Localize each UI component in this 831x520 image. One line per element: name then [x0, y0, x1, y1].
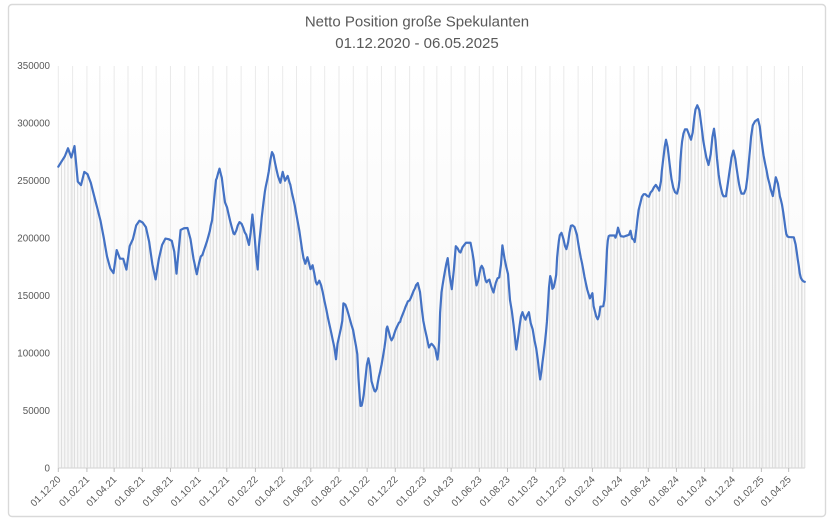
svg-text:100000: 100000	[17, 348, 50, 359]
svg-text:350000: 350000	[17, 61, 50, 72]
svg-text:50000: 50000	[23, 406, 51, 417]
svg-text:0: 0	[45, 463, 51, 474]
svg-text:Netto Position große Spekulant: Netto Position große Spekulanten	[305, 14, 529, 31]
svg-text:250000: 250000	[17, 176, 50, 187]
svg-text:200000: 200000	[17, 233, 50, 244]
svg-text:300000: 300000	[17, 118, 50, 129]
svg-text:01.12.2020 - 06.05.2025: 01.12.2020 - 06.05.2025	[335, 35, 498, 52]
svg-text:150000: 150000	[17, 291, 50, 302]
